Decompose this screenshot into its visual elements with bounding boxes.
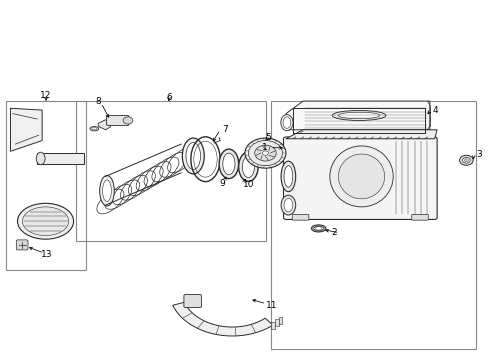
Ellipse shape [223,153,235,175]
Text: 7: 7 [222,125,228,134]
Ellipse shape [219,149,238,179]
Circle shape [462,157,469,163]
Text: 2: 2 [331,228,336,237]
Text: 12: 12 [41,91,52,100]
Ellipse shape [281,161,295,192]
FancyBboxPatch shape [292,215,308,220]
Ellipse shape [102,180,111,202]
Text: 11: 11 [266,301,277,310]
Circle shape [123,117,133,124]
Ellipse shape [182,138,204,174]
Ellipse shape [311,225,325,232]
Ellipse shape [329,146,392,207]
Ellipse shape [92,128,97,130]
Ellipse shape [284,198,292,212]
Ellipse shape [313,226,323,230]
Text: 3: 3 [475,150,481,159]
FancyBboxPatch shape [283,137,436,220]
Bar [76,101,266,241]
Text: 13: 13 [41,250,53,259]
Ellipse shape [283,117,290,129]
Text: 6: 6 [166,93,171,102]
Text: 10: 10 [242,180,254,189]
Circle shape [464,159,468,162]
FancyBboxPatch shape [16,240,28,250]
Bar [271,101,475,348]
Text: 5: 5 [264,133,270,142]
Polygon shape [285,130,436,139]
Text: 9: 9 [219,179,225,188]
Circle shape [244,138,285,168]
Polygon shape [37,153,83,164]
Ellipse shape [284,166,292,187]
Bar [274,319,278,327]
Circle shape [459,155,472,165]
Ellipse shape [18,203,73,239]
Ellipse shape [90,127,99,131]
FancyBboxPatch shape [183,294,201,307]
Ellipse shape [22,207,69,235]
Ellipse shape [338,154,384,199]
Ellipse shape [185,143,200,170]
Polygon shape [98,120,110,130]
FancyBboxPatch shape [106,116,129,126]
Circle shape [254,145,276,161]
Text: 8: 8 [95,96,101,105]
Ellipse shape [238,152,258,181]
Polygon shape [172,302,272,336]
Bar [5,101,86,270]
Bar [270,321,274,329]
Circle shape [248,140,282,166]
Text: 4: 4 [431,105,437,114]
Ellipse shape [242,156,254,177]
Bar [278,317,282,324]
Ellipse shape [338,112,379,119]
Polygon shape [10,108,42,151]
Ellipse shape [100,176,114,206]
Circle shape [262,151,268,155]
Ellipse shape [331,111,385,121]
Polygon shape [285,101,429,130]
Ellipse shape [36,152,45,165]
Ellipse shape [280,114,292,131]
Text: 1: 1 [262,143,267,152]
Ellipse shape [281,195,295,215]
FancyBboxPatch shape [411,215,427,220]
